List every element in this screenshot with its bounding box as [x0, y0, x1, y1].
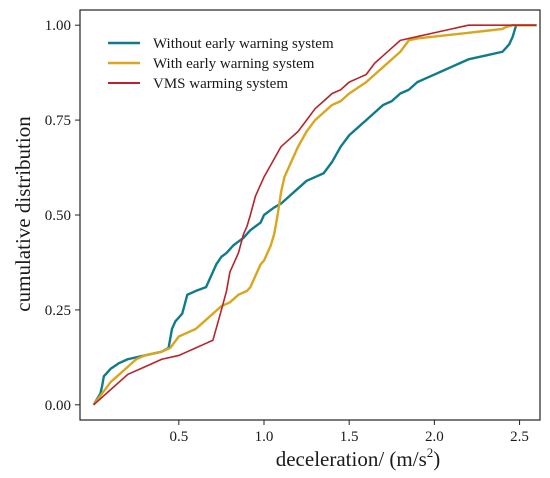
x-tick-label-2: 1.0 [255, 429, 274, 445]
x-tick-label-5: 2.5 [510, 429, 529, 445]
x-axis-title-close: ) [433, 447, 440, 471]
y-tick-label-1: 0.00 [45, 398, 71, 414]
x-tick-label-1: 0.5 [169, 429, 188, 445]
y-tick-label-3: 0.50 [45, 208, 71, 224]
y-axis-title: cumulative distribution [11, 116, 35, 312]
series-group [92, 23, 537, 406]
series-line-3 [93, 24, 537, 406]
series-line-2 [92, 23, 537, 406]
x-tick-label-3: 1.5 [340, 429, 359, 445]
y-tick-label-4: 0.75 [45, 113, 71, 129]
legend-label-1: Without early warning system [153, 36, 334, 52]
y-tick-label-2: 0.25 [45, 303, 71, 319]
x-ticks: 0.5 1.0 1.5 2.0 2.5 [169, 420, 529, 445]
legend: Without early warning system With early w… [108, 36, 334, 92]
y-tick-label-5: 1.00 [45, 18, 71, 34]
legend-label-2: With early warning system [153, 56, 315, 72]
y-ticks: 0.00 0.25 0.50 0.75 1.00 [45, 18, 80, 414]
x-axis-title-main: deceleration/ (m/s [276, 447, 427, 471]
legend-label-3: VMS warming system [153, 76, 288, 92]
x-axis-title: deceleration/ (m/s2) [276, 445, 441, 471]
x-tick-label-4: 2.0 [425, 429, 444, 445]
x-axis-title-superscript: 2 [427, 445, 434, 460]
series-line-1 [92, 23, 537, 406]
